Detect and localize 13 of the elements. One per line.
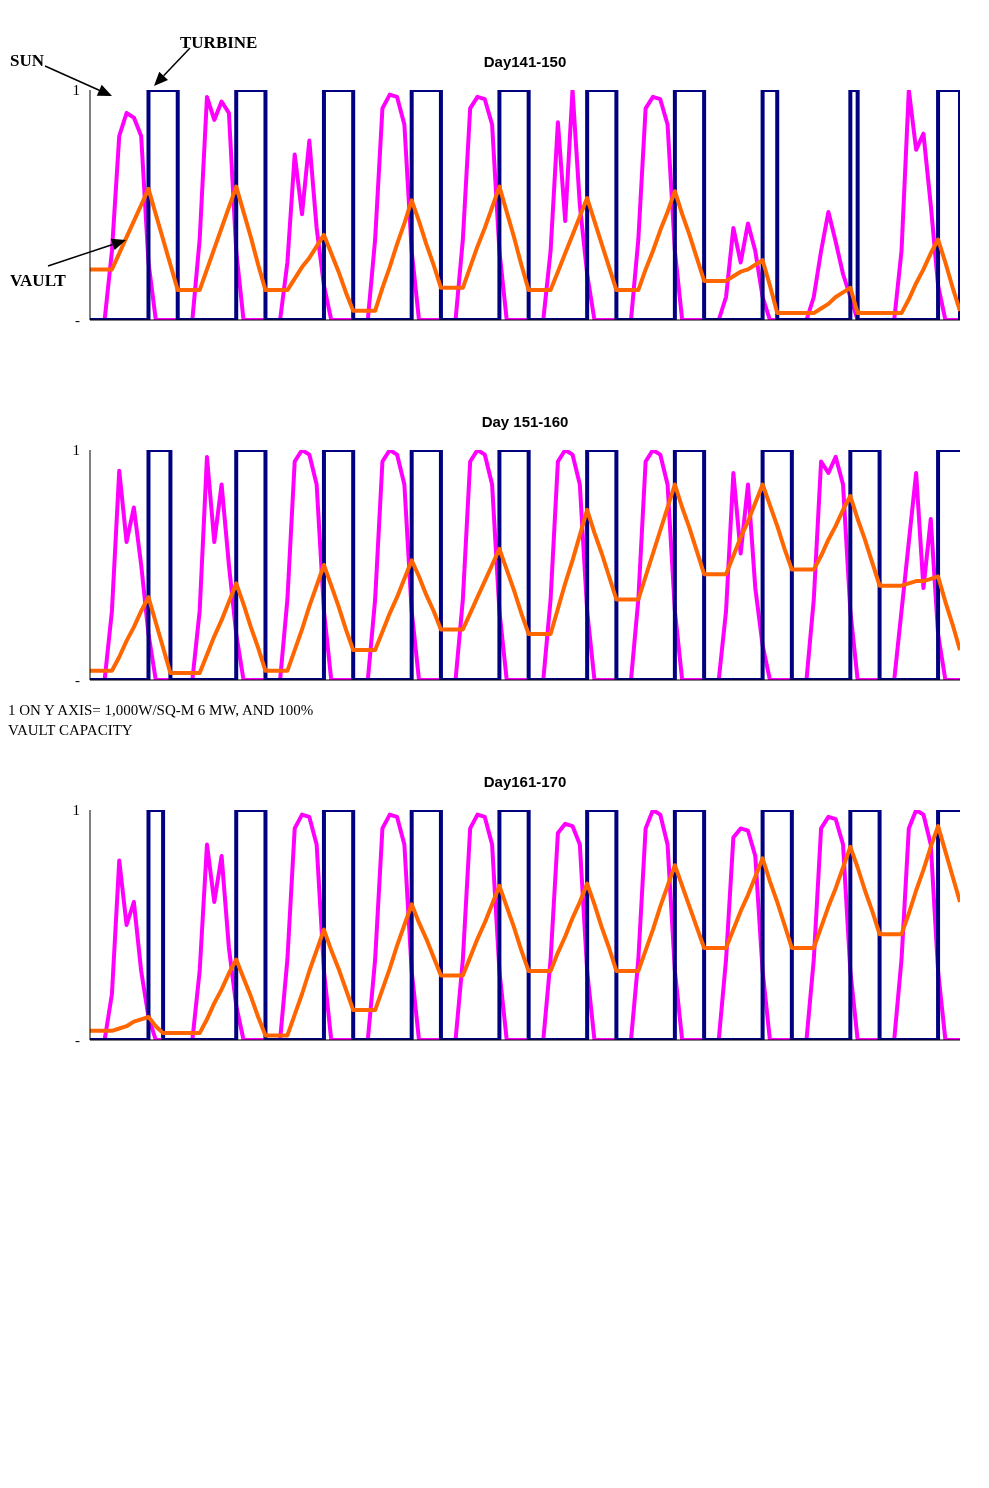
chart-title: Day141-150 <box>482 52 568 72</box>
text: - <box>75 1032 80 1048</box>
text: - <box>75 672 80 688</box>
text: - <box>75 312 80 328</box>
chart-title: Day 151-160 <box>480 412 570 432</box>
text: 1 ON Y AXIS= 1,000W/SQ-M 6 MW, AND 100% VAULT CAPACITY <box>8 701 315 740</box>
text: SUN <box>10 50 45 70</box>
text: 1 <box>72 442 80 458</box>
text: 1 <box>72 802 80 818</box>
text: 1 <box>72 82 80 98</box>
text: TURBINE <box>180 32 258 52</box>
chart-title: Day161-170 <box>482 772 568 792</box>
series-label: VAULT <box>10 270 67 290</box>
